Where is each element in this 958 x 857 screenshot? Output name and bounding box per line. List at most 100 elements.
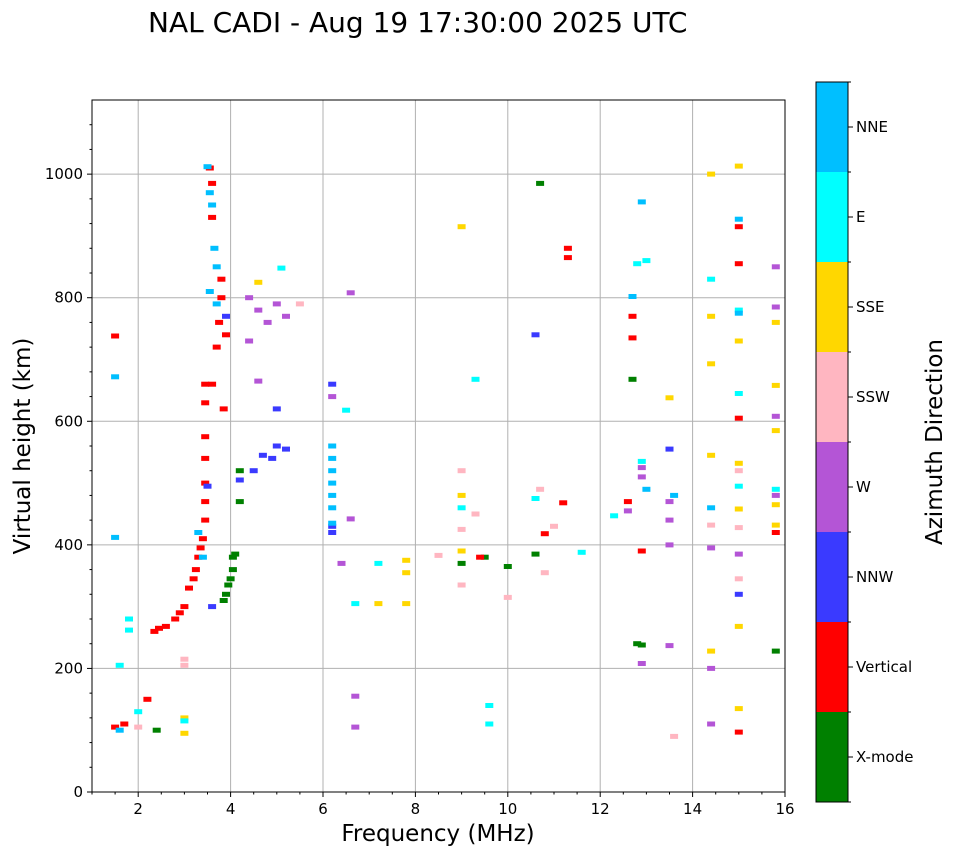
data-point bbox=[328, 505, 337, 511]
data-point bbox=[707, 721, 716, 727]
data-point bbox=[150, 628, 159, 634]
colorbar-frame bbox=[815, 81, 849, 803]
data-point bbox=[457, 492, 466, 498]
data-point bbox=[205, 289, 214, 294]
data-point bbox=[707, 276, 716, 282]
data-point bbox=[337, 560, 346, 566]
data-point bbox=[707, 545, 716, 551]
data-point bbox=[402, 570, 411, 576]
data-point bbox=[457, 505, 466, 511]
colorbar-tick-label: Vertical bbox=[856, 658, 912, 676]
data-point bbox=[282, 446, 290, 452]
data-point bbox=[734, 525, 743, 531]
data-point bbox=[196, 545, 205, 551]
data-point bbox=[212, 344, 221, 350]
data-point bbox=[272, 406, 281, 412]
data-point bbox=[346, 516, 355, 522]
data-point bbox=[771, 648, 780, 654]
colorbar-segment bbox=[816, 82, 848, 172]
data-point bbox=[203, 164, 212, 170]
data-point bbox=[210, 245, 219, 251]
y-tick-label: 1000 bbox=[45, 165, 83, 183]
data-point bbox=[402, 557, 411, 563]
data-point bbox=[198, 536, 207, 542]
data-point bbox=[734, 483, 743, 489]
colorbar-tick-label: NNW bbox=[856, 568, 893, 586]
data-point bbox=[471, 376, 480, 382]
data-point bbox=[254, 307, 263, 313]
data-point bbox=[536, 486, 545, 492]
data-point bbox=[235, 468, 244, 474]
data-point bbox=[434, 552, 443, 558]
data-point bbox=[134, 709, 143, 715]
data-point bbox=[734, 261, 743, 267]
data-point bbox=[536, 180, 545, 186]
data-point bbox=[531, 496, 540, 501]
colorbar-segment bbox=[816, 532, 848, 622]
data-point bbox=[771, 492, 780, 498]
data-point bbox=[771, 319, 780, 325]
data-point bbox=[219, 598, 228, 603]
data-point bbox=[707, 171, 716, 177]
data-point bbox=[212, 264, 221, 270]
data-point bbox=[637, 474, 646, 480]
data-point bbox=[295, 301, 304, 307]
data-point bbox=[208, 604, 217, 610]
data-point bbox=[201, 400, 210, 406]
data-point bbox=[734, 729, 743, 735]
data-point bbox=[224, 582, 233, 588]
data-point bbox=[457, 224, 466, 230]
data-point bbox=[734, 307, 743, 313]
data-point bbox=[231, 551, 240, 557]
data-point bbox=[203, 483, 212, 489]
y-tick-label: 600 bbox=[54, 412, 83, 430]
data-point bbox=[212, 301, 221, 307]
data-point bbox=[670, 733, 679, 739]
data-point bbox=[734, 391, 743, 396]
data-point bbox=[577, 549, 586, 555]
data-point bbox=[351, 601, 360, 607]
data-point bbox=[328, 394, 337, 400]
data-point bbox=[328, 443, 337, 449]
data-point bbox=[263, 319, 272, 325]
data-point bbox=[351, 724, 360, 730]
series-e bbox=[115, 258, 780, 727]
data-point bbox=[531, 551, 540, 557]
data-point bbox=[198, 554, 207, 560]
data-point bbox=[670, 492, 679, 498]
x-tick-label: 6 bbox=[318, 800, 328, 818]
x-axis-label: Frequency (MHz) bbox=[341, 821, 534, 847]
data-point bbox=[222, 313, 230, 319]
data-point bbox=[189, 576, 198, 582]
data-point bbox=[637, 458, 646, 464]
data-point bbox=[134, 724, 143, 730]
colorbar-segment bbox=[816, 442, 848, 532]
colorbar-tick-label: NNE bbox=[856, 118, 888, 136]
series-nne bbox=[111, 164, 743, 733]
data-point bbox=[485, 721, 494, 727]
data-point bbox=[559, 500, 568, 506]
data-point bbox=[277, 265, 286, 271]
data-point bbox=[208, 381, 217, 387]
data-point bbox=[143, 696, 152, 702]
data-point bbox=[201, 499, 210, 505]
data-point bbox=[457, 548, 466, 554]
data-point bbox=[707, 522, 716, 528]
data-point bbox=[175, 610, 184, 616]
data-marks bbox=[111, 163, 780, 739]
data-point bbox=[219, 406, 228, 412]
data-point bbox=[254, 279, 263, 285]
data-point bbox=[771, 428, 780, 434]
y-tick-label: 400 bbox=[54, 536, 83, 554]
data-point bbox=[328, 530, 337, 535]
data-point bbox=[628, 313, 637, 319]
data-point bbox=[180, 718, 189, 724]
data-point bbox=[374, 560, 383, 566]
data-point bbox=[734, 706, 743, 712]
data-point bbox=[550, 523, 558, 529]
data-point bbox=[457, 560, 466, 566]
data-point bbox=[707, 665, 716, 671]
data-point bbox=[180, 730, 189, 736]
data-point bbox=[208, 214, 217, 220]
data-point bbox=[258, 452, 267, 458]
